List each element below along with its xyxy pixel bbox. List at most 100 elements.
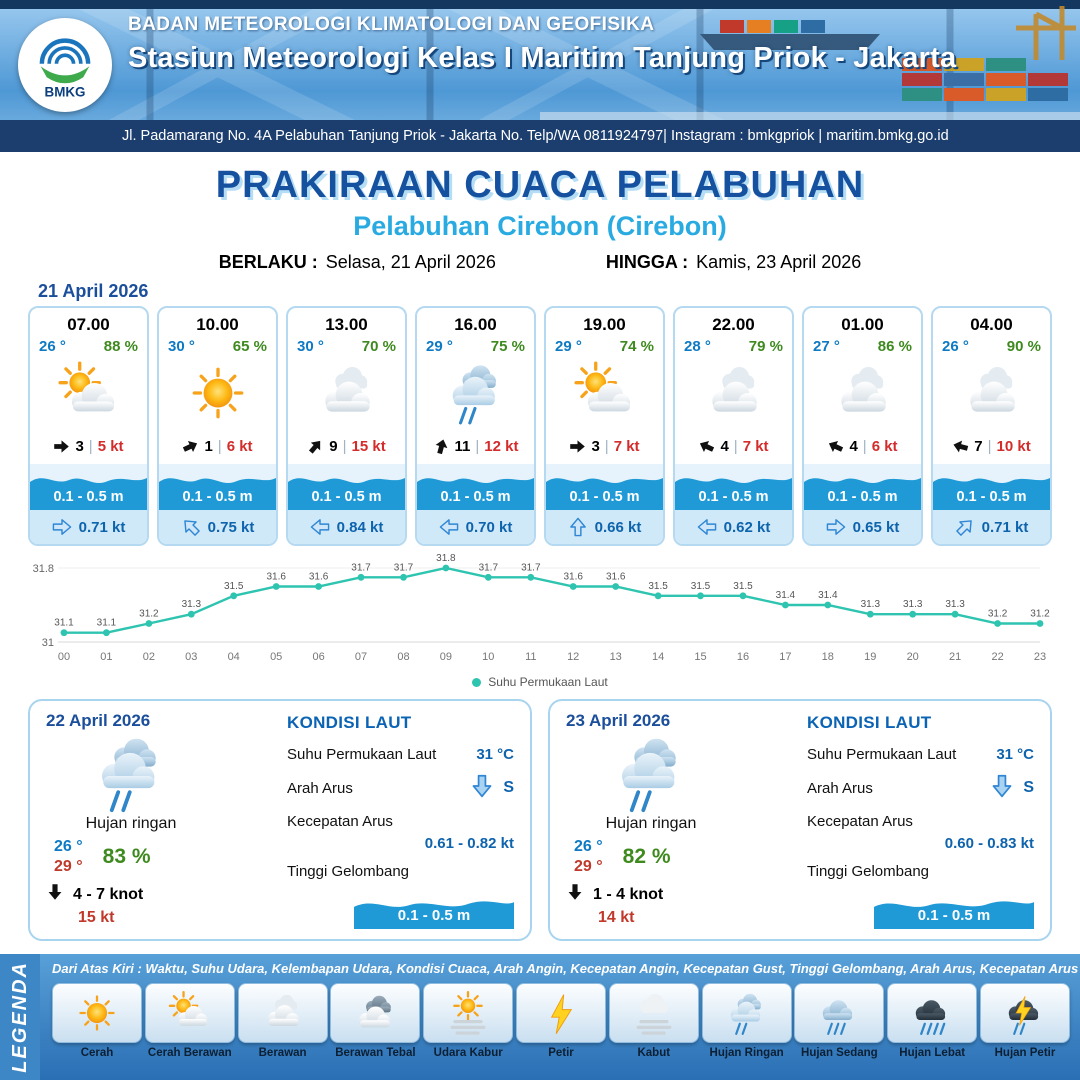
svg-text:01: 01 <box>100 651 112 663</box>
svg-text:31: 31 <box>42 637 54 649</box>
wave-shape <box>159 478 276 510</box>
separator: | <box>604 437 609 455</box>
svg-text:22: 22 <box>991 651 1003 663</box>
air-temperature: 30 ° <box>168 338 195 355</box>
wave-height-band: 0.1 - 0.5 m <box>288 464 405 510</box>
current-speed-value: 0.60 - 0.83 kt <box>944 835 1034 852</box>
wind-arrow-icon <box>435 438 447 454</box>
legend-item: Berawan Tebal <box>330 983 421 1060</box>
valid-from: BERLAKU : Selasa, 21 April 2026 <box>219 252 496 273</box>
current-arrow-icon <box>183 520 200 536</box>
bmkg-logo: BMKG <box>18 18 112 112</box>
weather-icon <box>546 355 663 431</box>
legend-item-icon <box>608 983 699 1043</box>
svg-text:31.6: 31.6 <box>606 572 626 583</box>
legend-item: Hujan Petir <box>979 983 1070 1060</box>
legend-item: Petir <box>515 983 606 1060</box>
daily-date: 22 April 2026 <box>46 711 151 730</box>
humidity: 65 % <box>232 338 267 355</box>
agency-name: BADAN METEOROLOGI KLIMATOLOGI DAN GEOFIS… <box>128 14 655 35</box>
wave-height-box: 0.1 - 0.5 m <box>354 891 514 929</box>
berawan-icon <box>840 367 886 412</box>
svg-text:31.3: 31.3 <box>945 599 965 610</box>
weather-icon <box>30 355 147 431</box>
separator: | <box>733 437 738 455</box>
current-arrow-icon <box>439 519 458 535</box>
svg-text:31.5: 31.5 <box>224 581 244 592</box>
cerah-berawan-icon <box>57 361 114 412</box>
current-direction-value: S <box>503 779 514 796</box>
wave-height: 0.1 - 0.5 m <box>182 489 253 505</box>
port-name: Pelabuhan Cirebon (Cirebon) <box>353 211 727 241</box>
daily-wind-direction-icon <box>566 883 584 906</box>
legend-item-label: Hujan Petir <box>994 1047 1056 1059</box>
forecast-temps-row: 27 ° 86 % <box>804 335 921 355</box>
svg-text:09: 09 <box>440 651 452 663</box>
svg-text:15: 15 <box>694 651 706 663</box>
forecast-temps-row: 28 ° 79 % <box>675 335 792 355</box>
sea-condition-heading: KONDISI LAUT <box>807 713 932 732</box>
air-temperature: 29 ° <box>555 338 582 355</box>
berawan-icon <box>969 367 1015 412</box>
sst-row: Suhu Permukaan Laut 31 °C <box>807 746 1034 763</box>
svg-text:31.7: 31.7 <box>479 562 499 573</box>
legend-items-row: Cerah Cerah Berawan Berawan Berawan Teba… <box>52 983 1070 1060</box>
current-direction-icon <box>697 517 717 537</box>
legend-item: Udara Kabur <box>423 983 514 1060</box>
hujan-ringan-icon <box>730 993 761 1035</box>
separator: | <box>987 437 992 455</box>
svg-text:31.4: 31.4 <box>818 590 838 601</box>
separator: | <box>475 437 480 455</box>
title-section: PRAKIRAAN CUACA PELABUHAN Pelabuhan Cire… <box>0 152 1080 273</box>
wind-row: 4 | 7 kt <box>675 431 792 461</box>
sst-label: Suhu Permukaan Laut <box>807 746 957 763</box>
legend-item: Kabut <box>608 983 699 1060</box>
svg-text:31.2: 31.2 <box>1030 609 1050 620</box>
current-row: 0.71 kt <box>30 510 147 544</box>
svg-text:31.4: 31.4 <box>776 590 796 601</box>
wave-shape <box>874 901 1034 929</box>
wave-shape <box>30 478 147 510</box>
cerah-icon <box>192 367 243 419</box>
wave-shape <box>675 478 792 510</box>
wind-row: 9 | 15 kt <box>288 431 405 461</box>
forecast-cards-row: 07.00 26 ° 88 % 3 | 5 kt 0.1 - 0.5 m 0.7… <box>0 306 1080 546</box>
daily-card-left: 22 April 2026 Hujan ringan 26 ° 29 ° 83 … <box>46 711 271 929</box>
daily-card-right: KONDISI LAUT Suhu Permukaan Laut 31 °C A… <box>271 711 514 929</box>
current-speed-row: Kecepatan Arus 0.60 - 0.83 kt <box>807 813 1034 852</box>
svg-text:31.6: 31.6 <box>266 572 286 583</box>
gust-speed: 15 kt <box>351 437 386 455</box>
wave-height: 0.1 - 0.5 m <box>53 489 124 505</box>
svg-text:14: 14 <box>652 651 664 663</box>
wind-arrow-icon <box>570 439 586 453</box>
current-direction-row: Arah Arus S <box>287 774 514 802</box>
daily-cards-row: 22 April 2026 Hujan ringan 26 ° 29 ° 83 … <box>0 691 1080 941</box>
berawan-icon <box>267 994 299 1026</box>
forecast-card: 01.00 27 ° 86 % 4 | 6 kt 0.1 - 0.5 m 0.6… <box>802 306 923 546</box>
wave-height: 0.1 - 0.5 m <box>956 489 1027 505</box>
wind-arrow-icon <box>829 440 844 452</box>
weather-icon <box>159 355 276 431</box>
humidity: 79 % <box>748 338 783 355</box>
wind-row: 1 | 6 kt <box>159 431 276 461</box>
dir-arrow-icon <box>472 774 492 798</box>
page-title: PRAKIRAAN CUACA PELABUHAN <box>215 164 865 206</box>
weather-icon <box>288 355 405 431</box>
wind-row: 3 | 5 kt <box>30 431 147 461</box>
svg-text:31.2: 31.2 <box>988 609 1008 620</box>
hujan-ringan-icon <box>452 365 496 425</box>
humidity: 90 % <box>1006 338 1041 355</box>
air-temperature: 26 ° <box>942 338 969 355</box>
legend-item: Hujan Ringan <box>701 983 792 1060</box>
cerah-icon <box>79 995 115 1031</box>
sst-row: Suhu Permukaan Laut 31 °C <box>287 746 514 763</box>
svg-text:31.3: 31.3 <box>903 599 923 610</box>
legend-item-label: Hujan Ringan <box>709 1047 784 1059</box>
legend-item-label: Cerah Berawan <box>147 1047 232 1059</box>
hujan-petir-icon <box>1008 996 1039 1035</box>
valid-until-label: HINGGA : <box>605 252 689 272</box>
forecast-temps-row: 30 ° 65 % <box>159 335 276 355</box>
wave-shape <box>417 478 534 510</box>
valid-until-value: Kamis, 23 April 2026 <box>696 252 862 272</box>
wave-height-band: 0.1 - 0.5 m <box>675 464 792 510</box>
